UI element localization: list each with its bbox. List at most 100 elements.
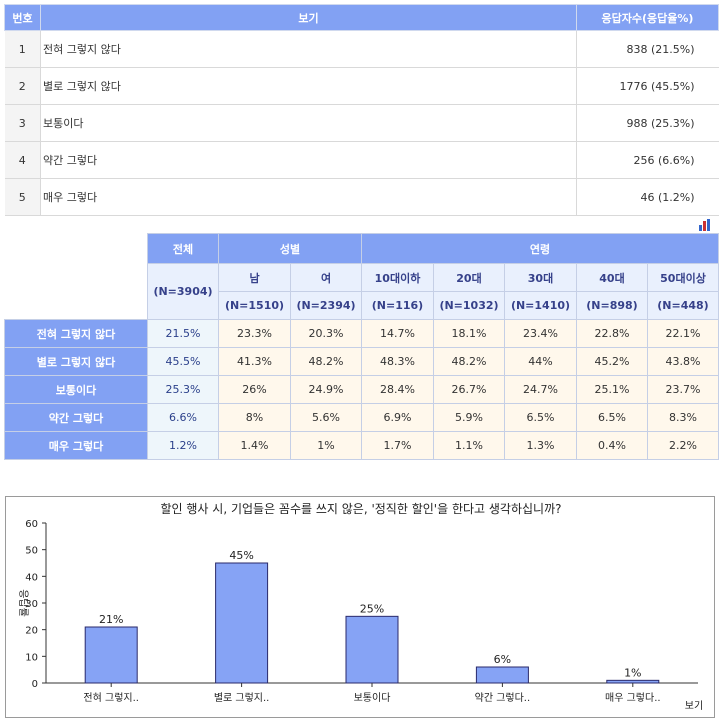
chart-title: 할인 행사 시, 기업들은 꼼수를 쓰지 않은, '정직한 할인'을 한다고 생… bbox=[160, 502, 562, 516]
row-value: 1% bbox=[290, 431, 362, 460]
row-value: 8.3% bbox=[647, 403, 719, 432]
row-total: 6.6% bbox=[147, 403, 219, 432]
total-n: (N=3904) bbox=[147, 263, 219, 320]
row-label: 별로 그렇지 않다 bbox=[4, 347, 148, 376]
row-item: 약간 그렇다 bbox=[40, 141, 577, 179]
col-n: (N=1510) bbox=[218, 291, 291, 320]
row-value: 5.6% bbox=[290, 403, 362, 432]
row-no: 1 bbox=[4, 30, 41, 68]
row-item: 매우 그렇다 bbox=[40, 178, 577, 216]
row-value: 48.2% bbox=[433, 347, 505, 376]
row-value: 44% bbox=[504, 347, 577, 376]
x-tick-label: 약간 그렇다.. bbox=[475, 691, 531, 704]
y-axis-label: 응답률 bbox=[17, 589, 29, 617]
row-count: 256 (6.6%) bbox=[576, 141, 719, 179]
bar-data-label: 6% bbox=[494, 653, 511, 666]
col-n: (N=448) bbox=[647, 291, 719, 320]
y-tick-label: 0 bbox=[32, 679, 38, 690]
col-label: 10대이하 bbox=[361, 263, 434, 292]
row-value: 6.5% bbox=[576, 403, 648, 432]
bar-data-label: 25% bbox=[360, 602, 384, 615]
bar bbox=[84, 626, 138, 684]
row-value: 1.4% bbox=[218, 431, 291, 460]
row-value: 23.3% bbox=[218, 319, 291, 348]
row-count: 838 (21.5%) bbox=[576, 30, 719, 68]
table-row: 1 전혀 그렇지 않다 838 (21.5%) bbox=[4, 30, 719, 68]
row-value: 48.3% bbox=[361, 347, 434, 376]
table-row: 2 별로 그렇지 않다 1776 (45.5%) bbox=[4, 67, 719, 105]
bar bbox=[606, 679, 660, 684]
col-label: 남 bbox=[218, 263, 291, 292]
row-value: 20.3% bbox=[290, 319, 362, 348]
bar-data-label: 45% bbox=[229, 549, 253, 562]
row-item: 보통이다 bbox=[40, 104, 577, 142]
age-header: 연령 bbox=[361, 233, 719, 264]
row-count: 988 (25.3%) bbox=[576, 104, 719, 142]
y-tick-label: 20 bbox=[25, 626, 38, 637]
table-row: 매우 그렇다 1.2% 1.4% 1% 1.7% 1.1% 1.3% 0.4% 2.2% bbox=[4, 431, 719, 460]
x-tick-label: 별로 그렇지.. bbox=[214, 691, 270, 704]
bar bbox=[345, 615, 399, 684]
row-value: 26% bbox=[218, 375, 291, 404]
table-row: 보통이다 25.3% 26% 24.9% 28.4% 26.7% 24.7% 25.1% 23.… bbox=[4, 375, 719, 404]
row-count: 46 (1.2%) bbox=[576, 178, 719, 216]
header-count: 응답자수(응답율%) bbox=[576, 4, 719, 31]
row-total: 45.5% bbox=[147, 347, 219, 376]
x-tick-label: 매우 그렇다.. bbox=[605, 691, 661, 704]
row-value: 18.1% bbox=[433, 319, 505, 348]
y-tick-label: 30 bbox=[25, 599, 38, 610]
col-label: 40대 bbox=[576, 263, 648, 292]
bar bbox=[215, 562, 269, 684]
row-value: 6.9% bbox=[361, 403, 434, 432]
y-tick-label: 40 bbox=[25, 572, 38, 583]
row-no: 5 bbox=[4, 178, 41, 216]
row-value: 28.4% bbox=[361, 375, 434, 404]
table-row: 별로 그렇지 않다 45.5% 41.3% 48.2% 48.3% 48.2% 44% 45.… bbox=[4, 347, 719, 376]
row-value: 24.9% bbox=[290, 375, 362, 404]
row-count: 1776 (45.5%) bbox=[576, 67, 719, 105]
row-total: 21.5% bbox=[147, 319, 219, 348]
row-no: 2 bbox=[4, 67, 41, 105]
bar-data-label: 1% bbox=[624, 666, 641, 679]
col-label: 20대 bbox=[433, 263, 505, 292]
col-label: 50대이상 bbox=[647, 263, 719, 292]
row-label: 약간 그렇다 bbox=[4, 403, 148, 432]
row-no: 4 bbox=[4, 141, 41, 179]
x-axis-label: 보기 bbox=[685, 700, 703, 712]
gender-header: 성별 bbox=[218, 233, 362, 264]
row-label: 보통이다 bbox=[4, 375, 148, 404]
table-row: 약간 그렇다 6.6% 8% 5.6% 6.9% 5.9% 6.5% 6.5% 8.3% bbox=[4, 403, 719, 432]
bar-chart-icon[interactable] bbox=[698, 219, 712, 231]
row-value: 6.5% bbox=[504, 403, 577, 432]
x-tick-label: 보통이다 bbox=[354, 692, 391, 704]
summary-header-row: 번호 보기 응답자수(응답율%) bbox=[4, 4, 719, 31]
row-item: 전혀 그렇지 않다 bbox=[40, 30, 577, 68]
y-tick-label: 60 bbox=[25, 519, 38, 530]
row-value: 2.2% bbox=[647, 431, 719, 460]
response-summary-table: 번호 보기 응답자수(응답율%) 1 전혀 그렇지 않다 838 (21.5%)… bbox=[4, 4, 719, 216]
row-value: 43.8% bbox=[647, 347, 719, 376]
y-tick-label: 50 bbox=[25, 546, 38, 557]
col-label: 30대 bbox=[504, 263, 577, 292]
row-value: 23.7% bbox=[647, 375, 719, 404]
col-label: 여 bbox=[290, 263, 362, 292]
row-value: 26.7% bbox=[433, 375, 505, 404]
row-value: 1.3% bbox=[504, 431, 577, 460]
header-item: 보기 bbox=[40, 4, 577, 31]
row-value: 24.7% bbox=[504, 375, 577, 404]
row-value: 14.7% bbox=[361, 319, 434, 348]
bar-chart-svg: 0 10 20 30 40 50 60 응답률 21% 전혀 그렇지.. 45% 별로 그렇지.. 25… bbox=[17, 519, 703, 712]
total-header: 전체 bbox=[147, 233, 219, 264]
row-value: 41.3% bbox=[218, 347, 291, 376]
bar-chart: 할인 행사 시, 기업들은 꼼수를 쓰지 않은, '정직한 할인'을 한다고 생… bbox=[5, 496, 715, 718]
bar bbox=[475, 666, 529, 684]
table-row: 5 매우 그렇다 46 (1.2%) bbox=[4, 178, 719, 216]
row-value: 8% bbox=[218, 403, 291, 432]
table-row: 전혀 그렇지 않다 21.5% 23.3% 20.3% 14.7% 18.1% 23.4% 2… bbox=[4, 319, 719, 348]
cross-tab-table: 전체 성별 연령 (N=3904) 남 여 10대이하 20대 30대 40대 … bbox=[4, 233, 719, 460]
y-tick-label: 10 bbox=[25, 652, 38, 663]
header-no: 번호 bbox=[4, 4, 41, 31]
row-value: 48.2% bbox=[290, 347, 362, 376]
row-value: 22.1% bbox=[647, 319, 719, 348]
row-value: 25.1% bbox=[576, 375, 648, 404]
